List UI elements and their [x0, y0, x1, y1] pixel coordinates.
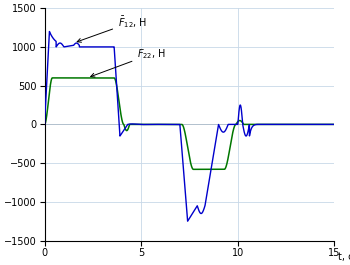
Text: $F_{22}$, H: $F_{22}$, H: [91, 47, 167, 77]
Text: $\bar{F}_{12}$, H: $\bar{F}_{12}$, H: [77, 14, 147, 42]
X-axis label: t, c: t, c: [338, 252, 350, 262]
